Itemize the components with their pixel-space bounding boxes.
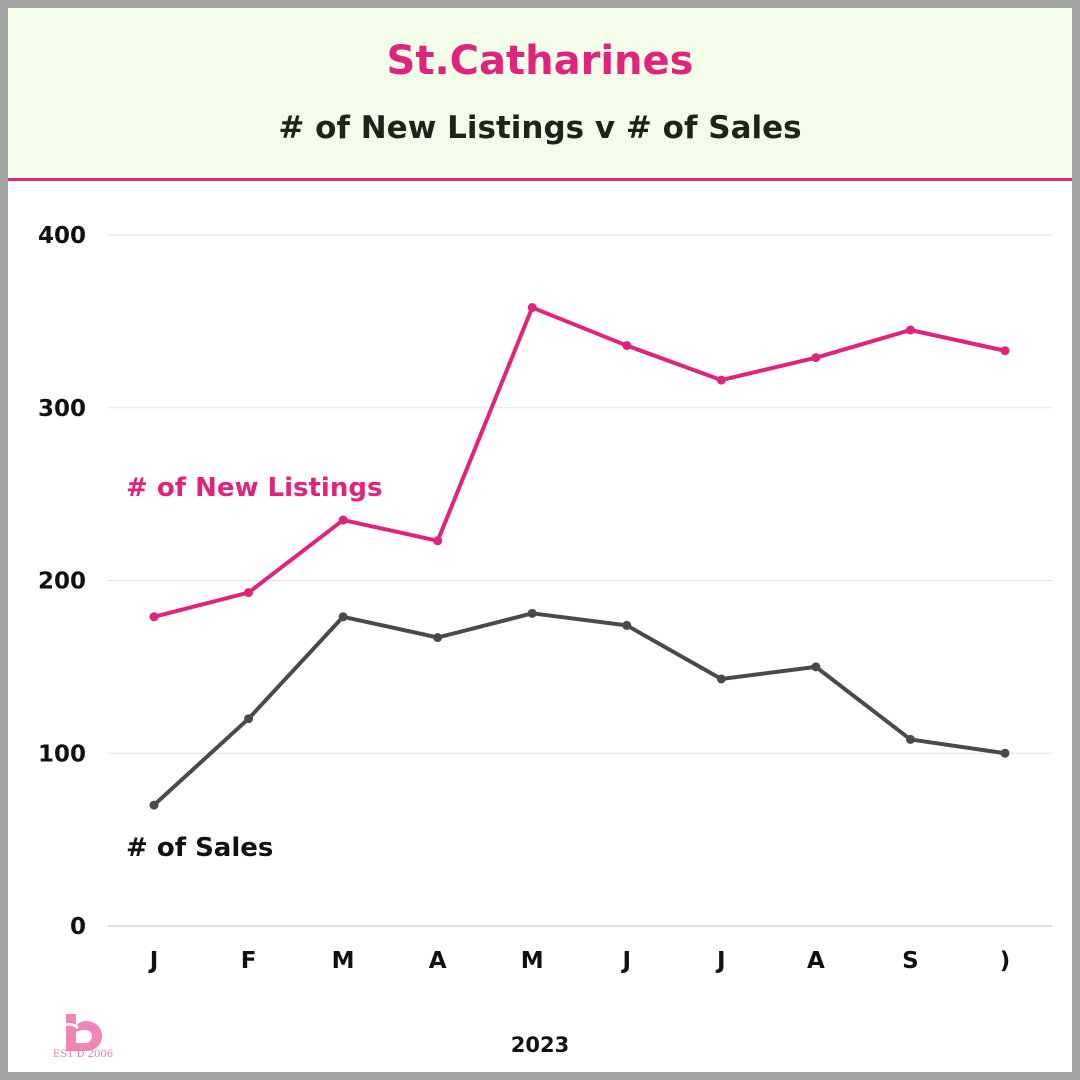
data-point: [149, 800, 159, 810]
x-axis-title: 2023: [511, 1033, 569, 1057]
data-point: [244, 714, 254, 724]
data-point: [905, 734, 915, 744]
x-tick-label: M: [521, 948, 544, 974]
data-point: [433, 633, 443, 643]
data-point: [622, 620, 632, 630]
data-point: [527, 303, 537, 313]
x-axis-ticks: J F M A M J J A S): [148, 948, 1011, 974]
x-tick-label: A: [807, 948, 825, 974]
x-tick-label: J: [148, 948, 159, 974]
data-point: [338, 612, 348, 622]
data-point: [622, 341, 632, 351]
data-point: [716, 674, 726, 684]
series-0: [149, 303, 1010, 622]
data-point: [811, 662, 821, 672]
x-tick-label: F: [241, 948, 257, 974]
data-point: [149, 612, 159, 622]
series-label-new-listings: # of New Listings: [126, 473, 382, 503]
y-tick-label: 0: [70, 914, 86, 940]
header-banner: St.Catharines # of New Listings v # of S…: [8, 8, 1072, 181]
data-point: [716, 375, 726, 385]
chart-frame: St.Catharines # of New Listings v # of S…: [8, 8, 1072, 1072]
x-tick-label: J: [715, 948, 726, 974]
x-tick-label: J: [620, 948, 631, 974]
x-tick-label: A: [429, 948, 447, 974]
series-line: [152, 305, 1007, 619]
data-point: [905, 325, 915, 335]
series-line: [152, 611, 1007, 808]
logo-caption: EST'D 2006: [52, 1049, 114, 1060]
x-tick-label: ): [1000, 948, 1011, 974]
data-point: [527, 608, 537, 618]
data-point: [433, 536, 443, 546]
series-1: [149, 608, 1010, 810]
data-point: [1000, 748, 1010, 758]
x-tick-label: S: [902, 948, 919, 974]
y-tick-label: 400: [38, 223, 86, 249]
y-tick-label: 200: [38, 569, 86, 595]
series-lines: [149, 303, 1010, 810]
b-monogram-logo-icon: [61, 1014, 102, 1051]
grid-lines: [108, 234, 1052, 927]
y-tick-label: 300: [38, 396, 86, 422]
data-point: [811, 353, 821, 363]
data-point: [1000, 346, 1010, 356]
x-tick-label: M: [332, 948, 355, 974]
line-chart: 0 100 200 300 400 J F M A M J J A S) # of New Listin…: [38, 223, 1052, 1057]
series-label-sales: # of Sales: [126, 833, 273, 863]
data-point: [338, 515, 348, 525]
y-axis-ticks: 0 100 200 300 400: [38, 223, 86, 940]
chart-title: St.Catharines: [386, 38, 694, 84]
y-tick-label: 100: [38, 741, 86, 767]
data-point: [244, 588, 254, 598]
chart-subtitle: # of New Listings v # of Sales: [278, 110, 802, 146]
